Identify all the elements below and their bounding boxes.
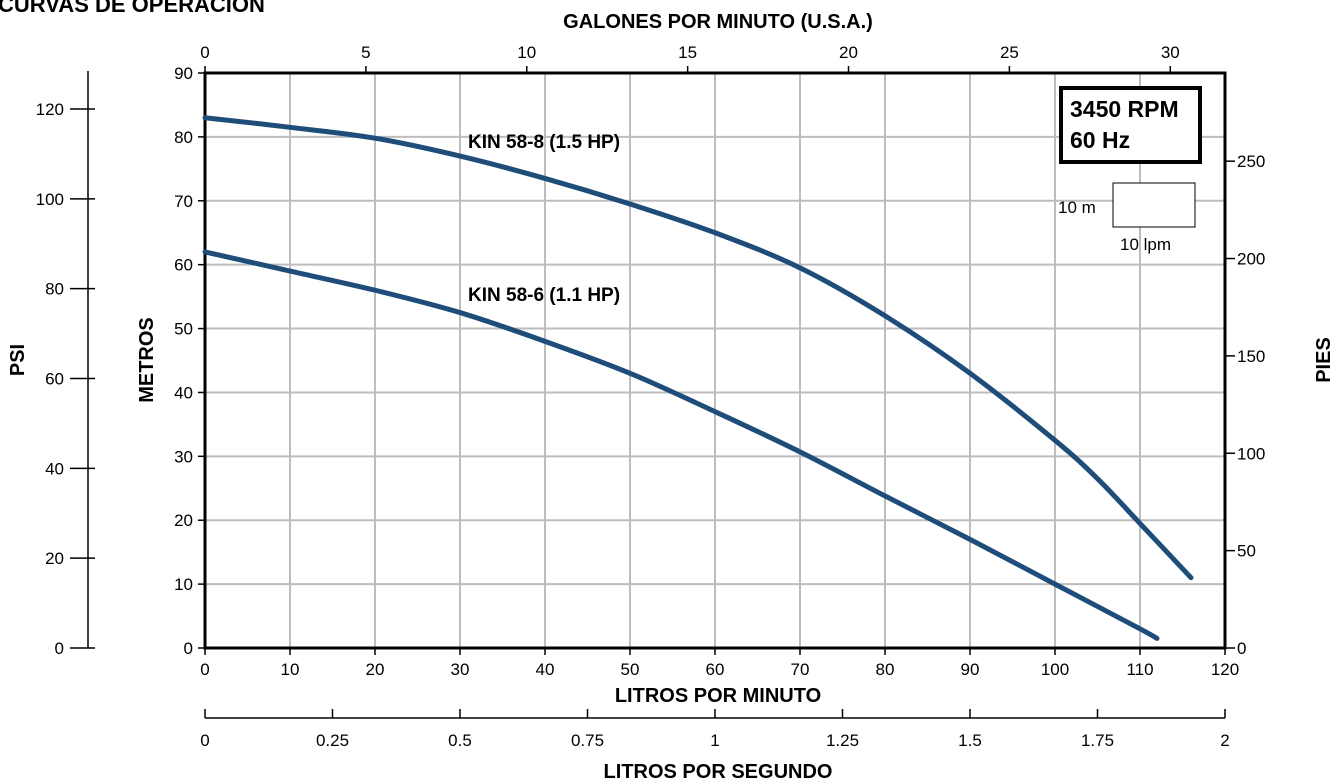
y-tick-label: 40 [174, 383, 193, 402]
x-tick-label: 10 [281, 660, 300, 679]
x-tick-label: 90 [961, 660, 980, 679]
x-tick-label: 0 [200, 660, 209, 679]
bottom2-tick-label: 1 [710, 731, 719, 750]
x-tick-label: 50 [621, 660, 640, 679]
psi-tick-label: 0 [55, 639, 64, 658]
psi-tick-label: 20 [45, 549, 64, 568]
x-tick-label: 20 [366, 660, 385, 679]
psi-axis-title: PSI [7, 344, 29, 376]
psi-tick-label: 60 [45, 369, 64, 388]
y-tick-label: 70 [174, 192, 193, 211]
info-rpm: 3450 RPM [1070, 96, 1179, 122]
top-tick-label: 20 [839, 43, 858, 62]
pies-tick-label: 0 [1237, 639, 1246, 658]
top-tick-label: 5 [361, 43, 370, 62]
y-axis-title: METROS [136, 317, 158, 403]
x-tick-label: 70 [791, 660, 810, 679]
plot-frame [203, 71, 1227, 650]
bottom2-axis-title: LITROS POR SEGUNDO [604, 761, 833, 782]
pies-tick-label: 150 [1237, 347, 1265, 366]
y-tick-label: 0 [184, 639, 193, 658]
top-axis-title: GALONES POR MINUTO (U.S.A.) [563, 11, 873, 33]
series-line-kin-58-6 [202, 249, 1160, 641]
psi-tick-label: 120 [36, 100, 64, 119]
y-tick-label: 60 [174, 256, 193, 275]
bottom2-tick-label: 1.25 [826, 731, 859, 750]
bottom2-tick-label: 0 [200, 731, 209, 750]
pies-tick-label: 50 [1237, 542, 1256, 561]
x-tick-label: 30 [451, 660, 470, 679]
pies-tick-label: 200 [1237, 250, 1265, 269]
top-tick-label: 25 [1000, 43, 1019, 62]
top-tick-label: 0 [200, 43, 209, 62]
chart-title: CURVAS DE OPERACIÓN [0, 0, 265, 17]
x-tick-label: 120 [1211, 660, 1239, 679]
scale-box [1112, 182, 1196, 228]
x-tick-label: 110 [1126, 660, 1153, 679]
psi-tick-label: 40 [45, 459, 64, 478]
x-tick-label: 60 [706, 660, 725, 679]
y-tick-label: 20 [174, 511, 193, 530]
pies-tick-label: 100 [1237, 444, 1265, 463]
series-label-kin-58-6: KIN 58-6 (1.1 HP) [468, 285, 620, 306]
pies-tick-label: 250 [1237, 152, 1265, 171]
y-tick-label: 30 [174, 447, 193, 466]
bottom2-tick-label: 1.75 [1081, 731, 1114, 750]
psi-tick-label: 100 [36, 190, 64, 209]
series-label-kin-58-8: KIN 58-8 (1.5 HP) [468, 132, 620, 153]
info-hz: 60 Hz [1070, 127, 1130, 153]
top-tick-label: 15 [678, 43, 697, 62]
x-tick-label: 40 [536, 660, 555, 679]
bottom2-tick-label: 0.25 [316, 731, 349, 750]
x-tick-label: 100 [1041, 660, 1069, 679]
info-box [1059, 86, 1202, 164]
bottom2-tick-label: 0.5 [448, 731, 472, 750]
series-line-kin-58-8 [202, 115, 1194, 581]
y-tick-label: 80 [174, 128, 193, 147]
x-tick-label: 80 [876, 660, 895, 679]
pies-axis-title: PIES [1313, 337, 1335, 383]
top-tick-label: 30 [1161, 43, 1180, 62]
scale-box-vertical-label: 10 m [1058, 198, 1096, 217]
y-tick-label: 90 [174, 64, 193, 83]
bottom2-tick-label: 1.5 [958, 731, 982, 750]
bottom2-tick-label: 2 [1220, 731, 1229, 750]
x-axis-title: LITROS POR MINUTO [615, 685, 821, 707]
bottom2-tick-label: 0.75 [571, 731, 604, 750]
y-tick-label: 10 [174, 575, 193, 594]
y-tick-label: 50 [174, 320, 193, 339]
top-tick-label: 10 [517, 43, 536, 62]
psi-tick-label: 80 [45, 280, 64, 299]
scale-box-horizontal-label: 10 lpm [1120, 235, 1171, 254]
